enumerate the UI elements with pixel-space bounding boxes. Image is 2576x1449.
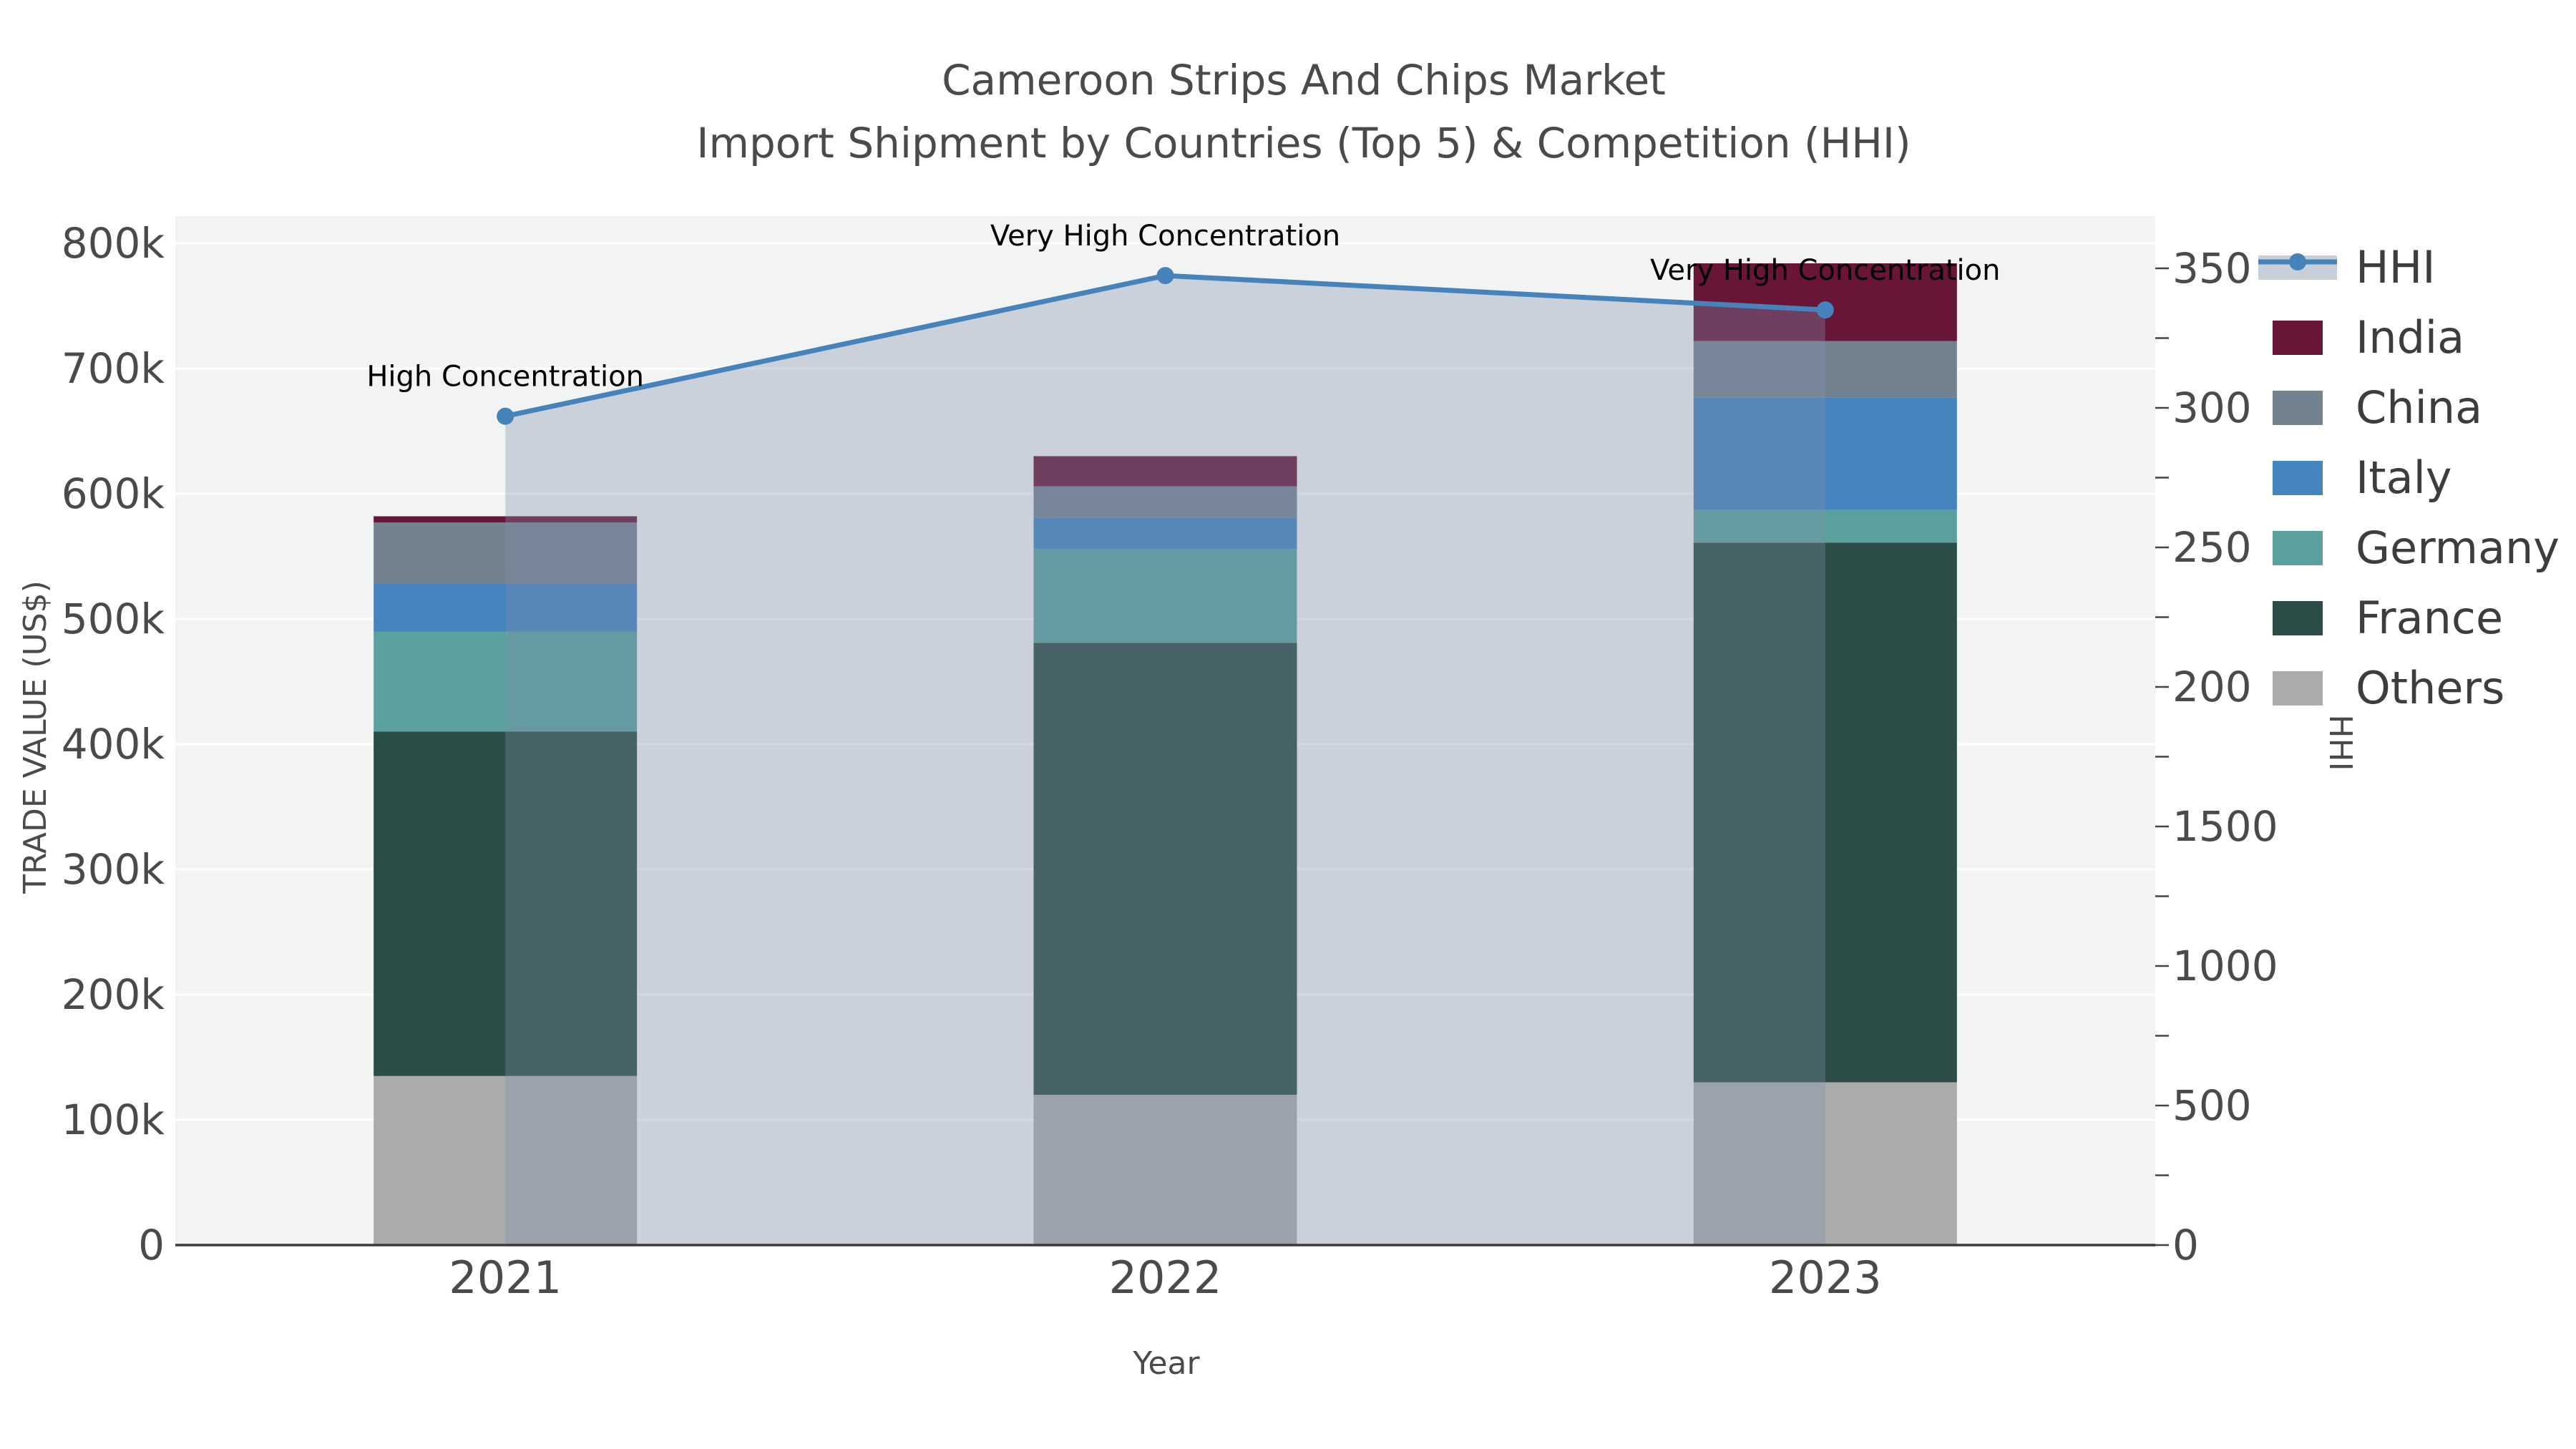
legend-item-germany[interactable]: Germany xyxy=(2273,522,2560,574)
y-left-tick-label-700k: 700k xyxy=(62,344,165,393)
y-left-tick-label-200k: 200k xyxy=(62,970,165,1019)
chart-title-line2: Import Shipment by Countries (Top 5) & C… xyxy=(696,119,1911,167)
legend-swatch-china xyxy=(2273,391,2323,425)
legend-item-france[interactable]: France xyxy=(2273,592,2503,644)
chart-title-line1: Cameroon Strips And Chips Market xyxy=(942,56,1666,104)
hhi-point-2021[interactable] xyxy=(497,407,514,425)
y-right-tick-label-1000: 1000 xyxy=(2172,942,2278,990)
annotation-2023: Very High Concentration xyxy=(1650,254,2000,287)
bar-segment-china-2023[interactable] xyxy=(1693,341,1957,398)
legend: HHI India China Italy Germany France Others xyxy=(2253,225,2576,721)
annotation-2021: High Concentration xyxy=(366,361,644,394)
x-tick-label-2023: 2023 xyxy=(1769,1252,1882,1304)
legend-item-india[interactable]: India xyxy=(2273,311,2464,364)
bar-segment-germany-2023[interactable] xyxy=(1693,509,1957,543)
hhi-line-series xyxy=(497,267,1834,425)
bar-segment-france-2023[interactable] xyxy=(1693,542,1957,1083)
bar-segment-italy-2021[interactable] xyxy=(374,584,638,632)
legend-swatch-germany xyxy=(2273,531,2323,565)
bar-segment-italy-2022[interactable] xyxy=(1033,517,1297,549)
y-left-tick-label-600k: 600k xyxy=(62,469,165,518)
x-tick-label-2022: 2022 xyxy=(1109,1252,1222,1304)
legend-swatch-france xyxy=(2273,601,2323,635)
legend-label-hhi: HHI xyxy=(2356,241,2436,293)
y-left-tick-label-300k: 300k xyxy=(62,845,165,894)
legend-label-china: China xyxy=(2356,381,2482,434)
hhi-area-polygon xyxy=(505,275,1825,1245)
legend-label-others: Others xyxy=(2356,662,2504,714)
bar-segment-france-2022[interactable] xyxy=(1033,643,1297,1095)
legend-swatch-others xyxy=(2273,671,2323,706)
x-tick-label-2021: 2021 xyxy=(449,1252,562,1304)
y-right-tick-label-0: 0 xyxy=(2172,1221,2199,1269)
bar-segment-others-2021[interactable] xyxy=(374,1075,638,1245)
y-left-tick-label-500k: 500k xyxy=(62,595,165,643)
bar-segment-india-2021[interactable] xyxy=(374,516,638,523)
y-left-axis-title: TRADE VALUE (US$) xyxy=(17,580,54,894)
hhi-area-fill xyxy=(505,275,1825,1245)
legend-label-germany: Germany xyxy=(2356,522,2560,574)
axis-lines-and-ticks xyxy=(175,267,2169,1246)
legend-label-india: India xyxy=(2356,311,2464,364)
legend-item-others[interactable]: Others xyxy=(2273,662,2504,714)
legend-swatch-italy xyxy=(2273,461,2323,495)
bar-segment-germany-2021[interactable] xyxy=(374,631,638,732)
bar-segment-others-2022[interactable] xyxy=(1033,1095,1297,1245)
annotations: High Concentration Very High Concentratio… xyxy=(366,220,2000,394)
legend-swatch-india xyxy=(2273,321,2323,355)
bar-segment-germany-2022[interactable] xyxy=(1033,549,1297,643)
legend-item-china[interactable]: China xyxy=(2273,381,2482,434)
bar-segment-china-2022[interactable] xyxy=(1033,486,1297,518)
y-left-tick-label-800k: 800k xyxy=(62,219,165,268)
bar-segment-others-2023[interactable] xyxy=(1693,1082,1957,1246)
y-left-tick-label-0: 0 xyxy=(138,1221,165,1269)
bar-segment-china-2021[interactable] xyxy=(374,522,638,584)
legend-item-hhi[interactable]: HHI xyxy=(2258,241,2436,293)
x-axis-title: Year xyxy=(1132,1345,1200,1382)
legend-hhi-marker-icon xyxy=(2289,253,2306,270)
legend-label-france: France xyxy=(2356,592,2503,644)
y-left-tick-label-100k: 100k xyxy=(62,1096,165,1144)
bar-segment-italy-2023[interactable] xyxy=(1693,397,1957,510)
y-left-tick-label-400k: 400k xyxy=(62,720,165,769)
y-right-tick-label-500: 500 xyxy=(2172,1081,2252,1130)
legend-item-italy[interactable]: Italy xyxy=(2273,452,2452,504)
y-right-axis-title: HHI xyxy=(2322,714,2358,771)
hhi-point-2022[interactable] xyxy=(1156,267,1174,285)
y-right-tick-label-1500: 1500 xyxy=(2172,802,2278,851)
stacked-bars xyxy=(374,263,1957,1245)
bar-segment-france-2021[interactable] xyxy=(374,731,638,1076)
annotation-2022: Very High Concentration xyxy=(990,220,1340,253)
legend-label-italy: Italy xyxy=(2356,452,2452,504)
hhi-point-2023[interactable] xyxy=(1816,301,1834,319)
bar-segment-india-2022[interactable] xyxy=(1033,456,1297,487)
